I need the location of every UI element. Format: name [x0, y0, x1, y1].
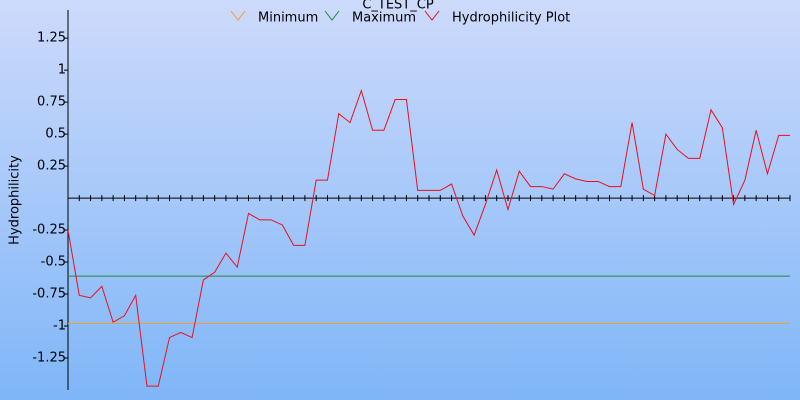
legend-icon [424, 10, 440, 21]
legend-icon [324, 10, 340, 21]
legend-label: Minimum [258, 11, 318, 26]
y-tick-label: -0.5 [41, 255, 66, 270]
legend-label: Maximum [352, 11, 416, 26]
y-tick-label: 0.25 [37, 159, 66, 174]
y-tick-label: -1.25 [32, 351, 66, 366]
legend-icon [230, 10, 246, 21]
y-tick-label: 1 [58, 63, 66, 78]
y-tick-label: 1.25 [37, 31, 66, 46]
y-tick-label: -0.25 [32, 223, 66, 238]
chart-title: C_TEST_CP [362, 0, 434, 13]
y-tick-label: 0.5 [45, 127, 66, 142]
y-tick-label: 0.75 [37, 95, 66, 110]
y-axis-label: Hydrophilicity [8, 155, 23, 245]
y-tick-label: -0.75 [32, 287, 66, 302]
legend-label: Hydrophilicity Plot [452, 11, 570, 26]
y-tick-label: -1 [53, 319, 66, 334]
data-line [67, 88, 790, 387]
